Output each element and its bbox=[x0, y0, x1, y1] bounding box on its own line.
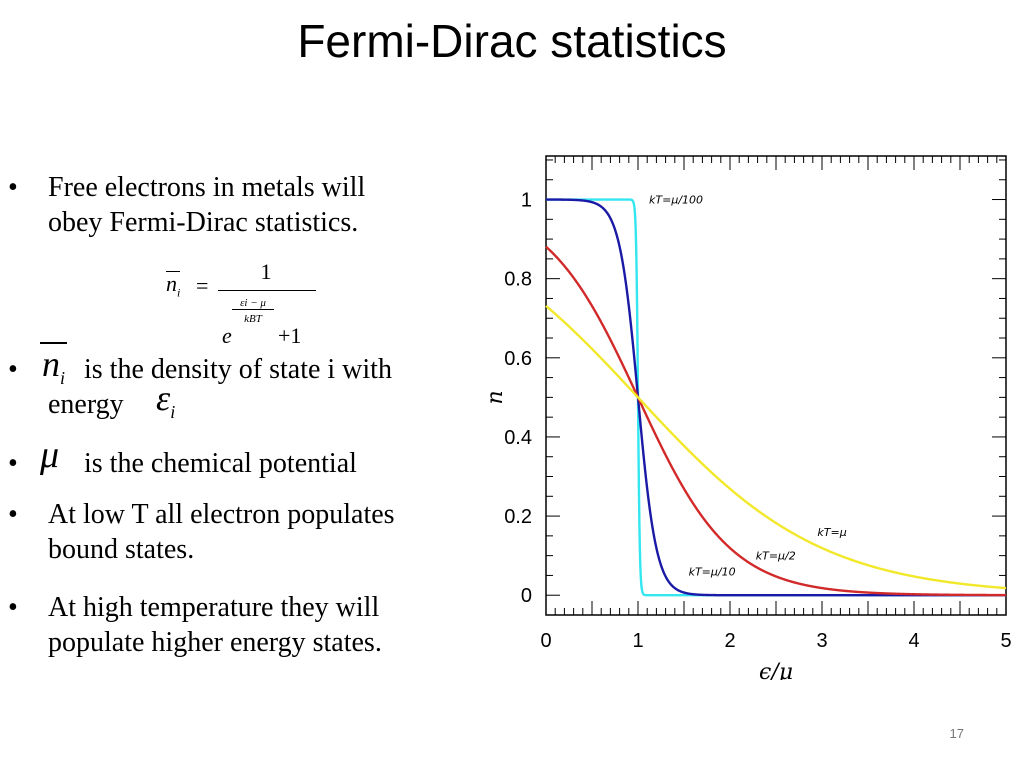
y-tick-label: 0.4 bbox=[504, 427, 532, 449]
y-axis-label: n̄ bbox=[490, 390, 508, 404]
bullet-line: energy bbox=[48, 389, 124, 420]
y-tick-label: 0 bbox=[521, 585, 532, 607]
x-tick-label: 2 bbox=[724, 630, 735, 652]
mu-symbol: μ bbox=[40, 434, 60, 476]
bullet-line: Free electrons in metals will bbox=[48, 172, 366, 203]
fermi-dirac-chart: 0 1 2 3 4 5 0 0.2 0.4 0.6 0.8 1 ϵ/μ n̄ kT=μ/100 kT=μ/10… bbox=[483, 150, 1020, 685]
y-tick-label: 1 bbox=[521, 190, 532, 212]
formula-plus-one: +1 bbox=[278, 323, 302, 348]
n-bar-symbol: ni bbox=[40, 342, 68, 398]
x-tick-label: 4 bbox=[908, 630, 919, 652]
epsilon-symbol: εi bbox=[156, 378, 176, 423]
bullet-line: At high temperature they will bbox=[48, 592, 380, 623]
x-tick-label: 3 bbox=[816, 630, 827, 652]
series-label: kT=μ/2 bbox=[756, 550, 796, 563]
series-line bbox=[545, 245, 1006, 597]
bullet-line: is the density of state i with bbox=[84, 354, 392, 385]
series-label: kT=μ/100 bbox=[649, 193, 703, 206]
series-label: kT=μ/10 bbox=[689, 565, 736, 578]
fermi-dirac-formula: ni = 1 e εi − μ kBT +1 bbox=[160, 255, 330, 355]
y-tick-label: 0.8 bbox=[504, 269, 532, 291]
formula-numerator: 1 bbox=[260, 259, 272, 284]
series-label: kT=μ bbox=[817, 526, 846, 539]
bullet-line: populate higher energy states. bbox=[48, 627, 382, 658]
formula-exp-numerator: εi − μ bbox=[232, 297, 274, 310]
bullet-line: bound states. bbox=[48, 534, 195, 565]
series-line bbox=[546, 198, 1006, 597]
fraction-bar bbox=[218, 290, 316, 291]
bullet-line: At low T all electron populates bbox=[48, 499, 395, 530]
x-tick-label: 5 bbox=[1000, 630, 1011, 652]
bullet-dot: • bbox=[8, 448, 18, 479]
y-tick-label: 0.6 bbox=[504, 348, 532, 370]
bullet-line: is the chemical potential bbox=[84, 448, 357, 479]
formula-exp-base: e bbox=[222, 323, 232, 348]
series-line bbox=[545, 305, 1007, 590]
bullet-dot: • bbox=[8, 172, 18, 203]
bullet-dot: • bbox=[8, 499, 18, 530]
formula-lhs: ni bbox=[166, 271, 181, 304]
bullet-dot: • bbox=[8, 592, 18, 623]
formula-exp-denominator: kBT bbox=[244, 313, 262, 325]
bullet-line: obey Fermi-Dirac statistics. bbox=[48, 207, 359, 238]
formula-equals: = bbox=[196, 273, 209, 298]
page-number: 17 bbox=[949, 726, 964, 741]
series-line bbox=[546, 198, 1006, 597]
bullet-dot: • bbox=[8, 354, 18, 385]
y-tick-label: 0.2 bbox=[504, 506, 532, 528]
plot-frame bbox=[545, 155, 1007, 616]
x-axis-label: ϵ/μ bbox=[759, 660, 793, 680]
x-tick-label: 0 bbox=[540, 630, 551, 652]
chart-svg: 0 1 2 3 4 5 0 0.2 0.4 0.6 0.8 1 ϵ/μ n̄ kT=μ/100 kT=μ/10… bbox=[483, 155, 1012, 685]
slide-title: Fermi-Dirac statistics bbox=[297, 15, 727, 67]
x-tick-label: 1 bbox=[632, 630, 643, 652]
